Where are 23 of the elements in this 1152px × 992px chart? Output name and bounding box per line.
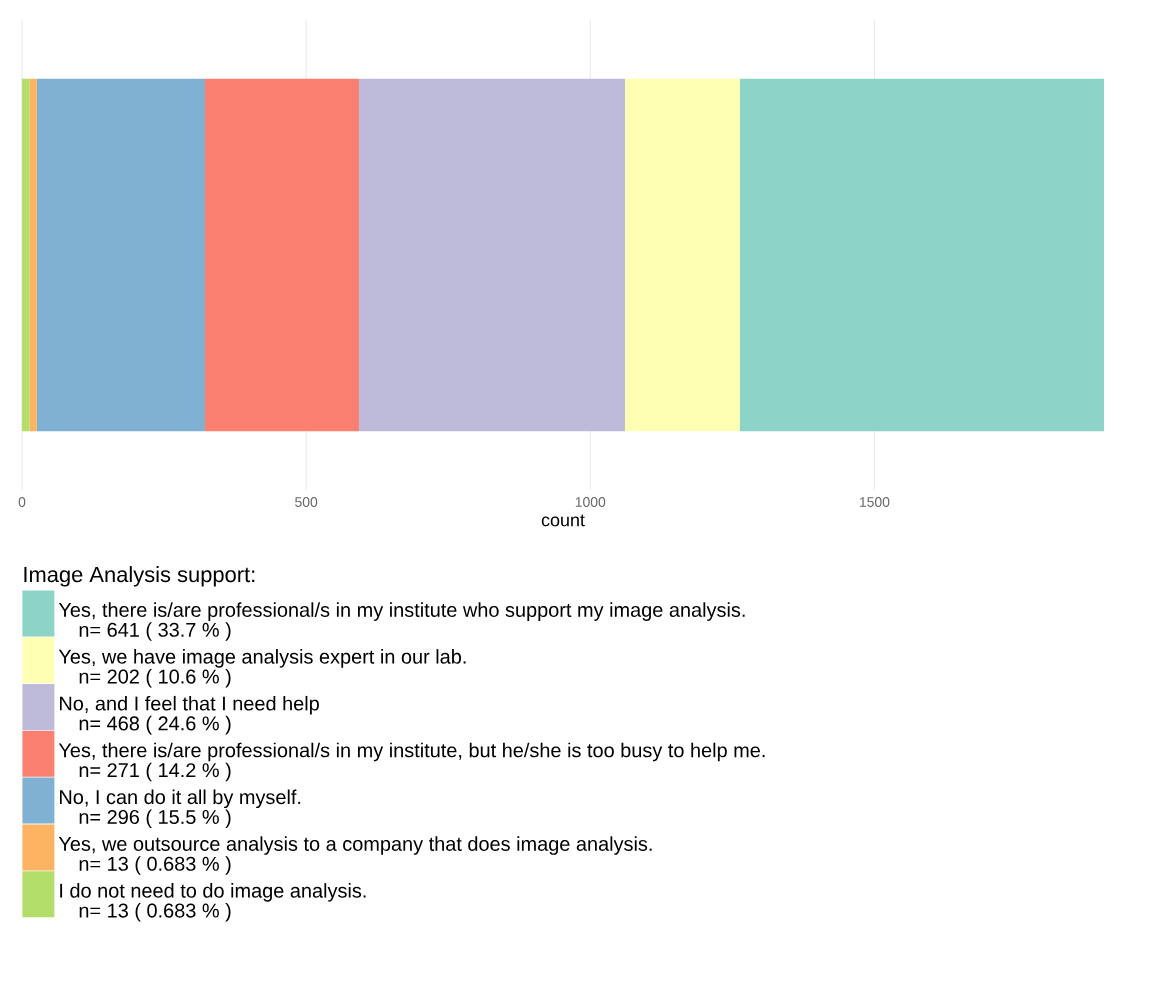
legend-label: Yes, we outsource analysis to a company that does image analysis. [58, 836, 652, 855]
legend-label: Yes, there is/are professional/s in my institute who support my image analysis. [58, 602, 745, 621]
text: n= 202 ( 10.6 % ) [79, 669, 231, 688]
legend-label: No, and I feel that I need help [60, 695, 319, 715]
bar [624, 78, 740, 432]
x-axis-title: count [541, 514, 585, 527]
legend-title: Image Analysis support: [24, 566, 255, 587]
bar [204, 78, 359, 432]
text: n= 641 ( 33.7 % ) [79, 622, 231, 641]
bar [29, 78, 37, 432]
legend-label: I do not need to do image analysis. [60, 883, 366, 902]
legend-label: Yes, we have image analysis expert in our lab. [58, 649, 466, 668]
text: n= 13 ( 0.683 % ) [79, 903, 231, 922]
legend-label: No, I can do it all by myself. [60, 789, 301, 809]
bar [36, 78, 205, 432]
text: n= 271 ( 14.2 % ) [79, 762, 231, 782]
bar [358, 78, 625, 432]
text: n= 296 ( 15.5 % ) [79, 809, 231, 828]
text: n= 13 ( 0.683 % ) [79, 856, 231, 875]
text: n= 468 ( 24.6 % ) [79, 715, 231, 735]
bar [739, 78, 1105, 432]
bar [22, 78, 30, 432]
legend-label: Yes, there is/are professional/s in my institute, but he/she is too busy to help me. [58, 742, 765, 762]
